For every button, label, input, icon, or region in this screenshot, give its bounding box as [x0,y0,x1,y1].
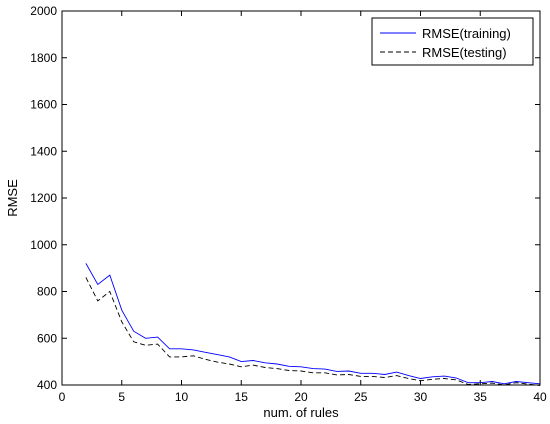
x-tick-label: 25 [354,390,368,404]
legend-label-training: RMSE(training) [422,26,511,41]
tick-layer: 0 5 10 15 20 25 30 35 40 400 600 800 1000 1200 1400 160… [30,4,547,404]
y-axis-label: RMSE [5,179,20,217]
legend-box [371,17,534,66]
x-axis-label: num. of rules [263,405,339,420]
legend-label-testing: RMSE(testing) [422,45,507,60]
x-tick-label: 5 [118,390,125,404]
x-tick-label: 40 [533,390,547,404]
x-tick-label: 0 [59,390,66,404]
y-tick-label: 400 [37,378,57,392]
legend: RMSE(training) RMSE(testing) [371,17,534,66]
y-tick-label: 800 [37,285,57,299]
y-tick-label: 2000 [30,4,57,18]
x-tick-label: 20 [294,390,308,404]
series-line-training [85,263,541,385]
y-tick-label: 1400 [30,144,57,158]
series-line-testing [85,277,541,386]
plot-area [62,11,540,385]
x-tick-label: 30 [414,390,428,404]
y-tick-label: 1200 [30,191,57,205]
y-tick-label: 1000 [30,238,57,252]
y-tick-label: 1600 [30,98,57,112]
y-tick-label: 1800 [30,51,57,65]
x-tick-label: 10 [175,390,189,404]
x-tick-label: 35 [474,390,488,404]
x-tick-label: 15 [235,390,249,404]
y-tick-label: 600 [37,331,57,345]
series-layer [85,263,541,386]
